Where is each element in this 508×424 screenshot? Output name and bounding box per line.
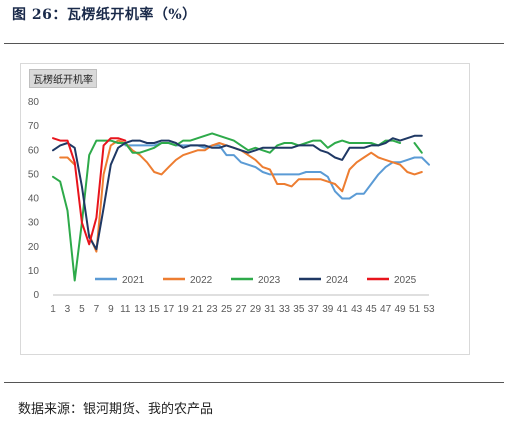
x-tick-label: 7 — [94, 304, 100, 315]
legend: 2021 2022 2023 2024 2025 — [95, 275, 417, 286]
figure-title: 图 26：瓦楞纸开机率（%） — [12, 7, 197, 23]
series-lines — [52, 132, 430, 282]
x-tick-label: 9 — [108, 304, 114, 315]
legend-label-2022: 2022 — [190, 275, 213, 286]
x-tick-label: 23 — [207, 304, 219, 315]
x-tick-label: 43 — [351, 304, 363, 315]
y-tick-label: 80 — [28, 97, 40, 108]
y-tick-label: 70 — [28, 121, 40, 132]
x-tick-label: 35 — [293, 304, 305, 315]
x-tick-label: 51 — [409, 304, 421, 315]
x-tick-label: 37 — [308, 304, 320, 315]
x-tick-label: 27 — [235, 304, 247, 315]
series-line-2023 — [52, 132, 423, 282]
y-tick-label: 0 — [33, 290, 39, 301]
x-tick-label: 15 — [149, 304, 161, 315]
chart-title: 瓦楞纸开机率 — [29, 69, 97, 88]
legend-label-2023: 2023 — [258, 275, 281, 286]
x-tick-label: 3 — [65, 304, 71, 315]
x-tick-label: 31 — [264, 304, 276, 315]
y-tick-label: 10 — [28, 266, 40, 277]
bottom-rule — [4, 382, 504, 383]
x-axis-ticks: 1 3 5 7 9 11 13 15 17 19 21 23 25 27 29 31 33 35 37 39 41 43 4… — [50, 304, 435, 315]
y-tick-label: 30 — [28, 218, 40, 229]
x-tick-label: 1 — [50, 304, 56, 315]
x-tick-label: 45 — [366, 304, 378, 315]
chart-container: 瓦楞纸开机率 0 10 20 30 40 50 60 70 80 1 3 5 7 9 11 13 15 17 19… — [20, 63, 470, 355]
data-source: 数据来源：银河期货、我的农产品 — [18, 402, 214, 417]
x-tick-label: 47 — [380, 304, 392, 315]
x-tick-label: 13 — [134, 304, 146, 315]
x-tick-label: 33 — [279, 304, 291, 315]
x-tick-label: 53 — [423, 304, 435, 315]
x-tick-label: 17 — [163, 304, 175, 315]
series-line-2024 — [52, 134, 423, 251]
legend-label-2025: 2025 — [394, 275, 417, 286]
series-line-2025 — [52, 137, 127, 246]
x-tick-label: 5 — [79, 304, 85, 315]
x-tick-label: 11 — [120, 304, 131, 315]
x-tick-label: 19 — [178, 304, 190, 315]
y-tick-label: 60 — [28, 145, 40, 156]
x-tick-label: 41 — [337, 304, 349, 315]
legend-label-2024: 2024 — [326, 275, 349, 286]
x-tick-label: 29 — [250, 304, 262, 315]
x-tick-label: 39 — [322, 304, 334, 315]
x-tick-label: 49 — [395, 304, 407, 315]
y-axis-ticks: 0 10 20 30 40 50 60 70 80 — [28, 97, 40, 301]
y-tick-label: 40 — [28, 194, 40, 205]
y-tick-label: 20 — [28, 242, 40, 253]
series-line-2021 — [124, 142, 430, 200]
x-tick-label: 21 — [192, 304, 204, 315]
y-tick-label: 50 — [28, 169, 40, 180]
top-rule — [4, 43, 504, 44]
series-line-2022 — [59, 139, 423, 253]
x-tick-label: 25 — [221, 304, 233, 315]
legend-label-2021: 2021 — [122, 275, 145, 286]
